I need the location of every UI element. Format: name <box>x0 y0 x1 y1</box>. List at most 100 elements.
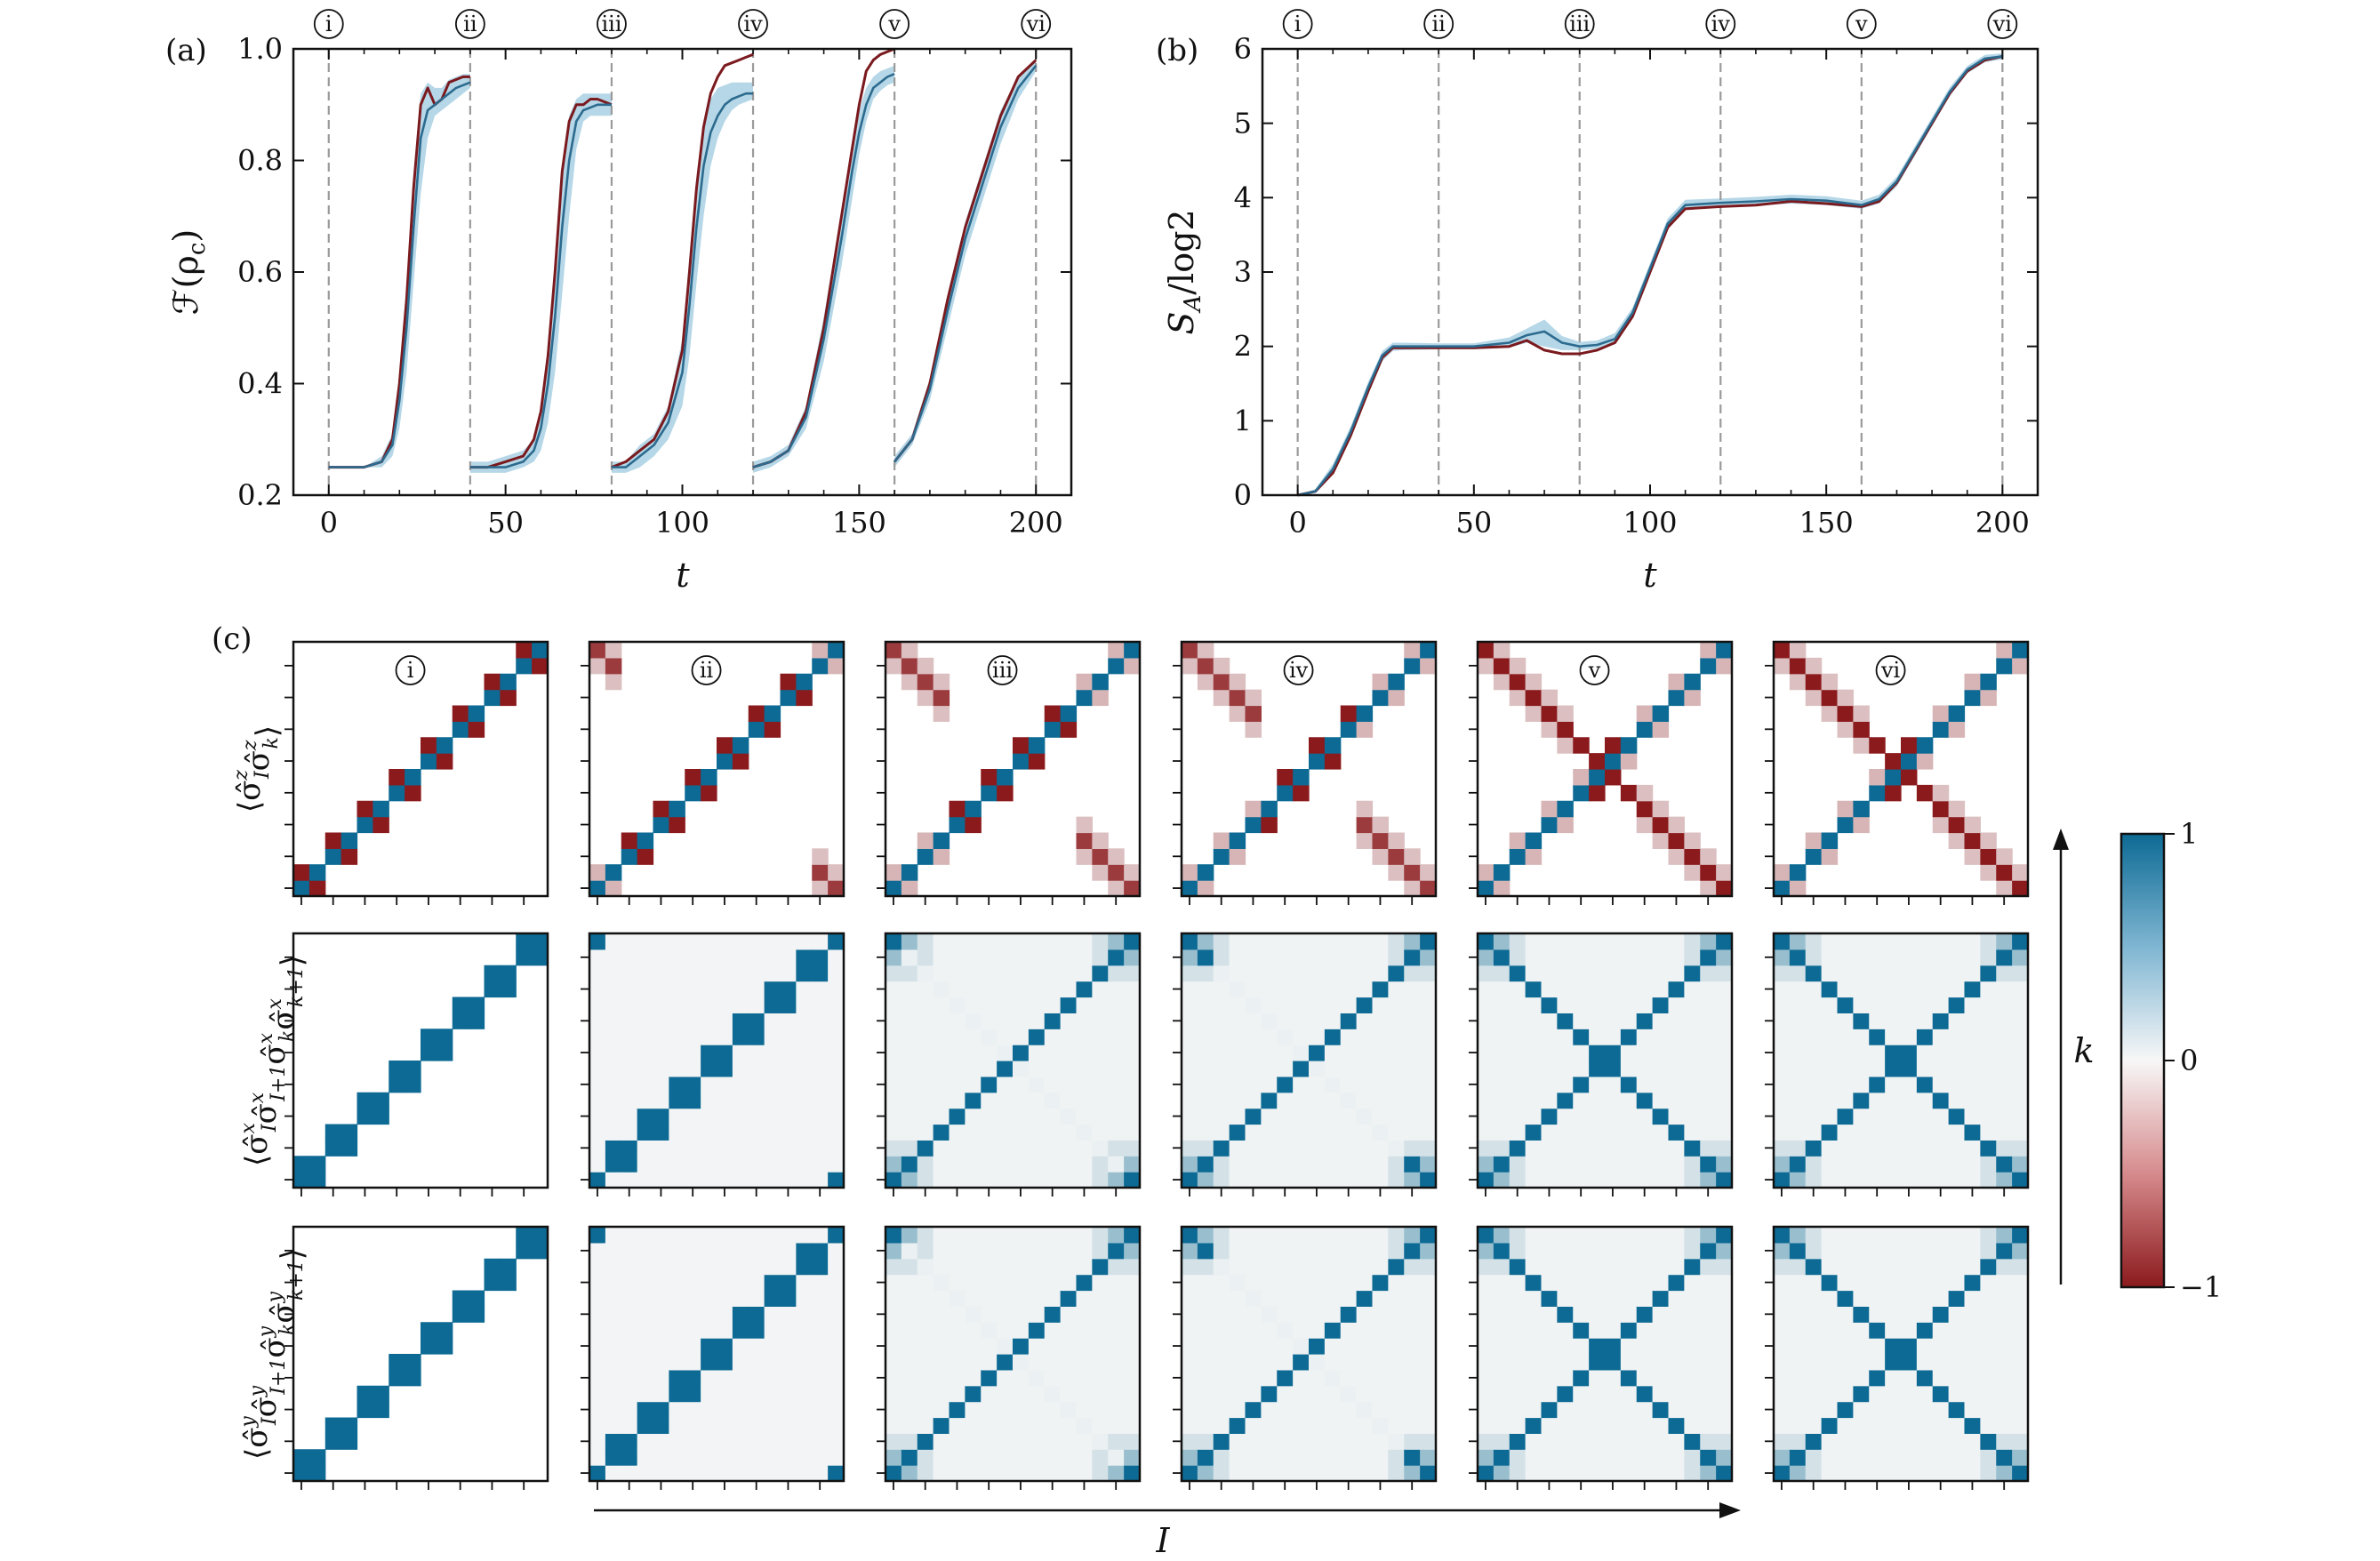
heatmap-cell <box>1964 1465 1981 1482</box>
heatmap-cell <box>341 1140 358 1157</box>
heatmap-cell <box>1589 753 1606 770</box>
heatmap-cell <box>1044 933 1062 950</box>
heatmap-cell <box>1605 1140 1622 1157</box>
heatmap-cell <box>748 1029 765 1045</box>
heatmap-cell <box>1774 1242 1791 1260</box>
heatmap-cell <box>589 1306 606 1323</box>
heatmap-cell <box>1620 1156 1638 1173</box>
heatmap-cell <box>997 1401 1014 1419</box>
heatmap-cell <box>812 949 829 966</box>
heatmap-cell <box>1309 1076 1326 1093</box>
heatmap-cell <box>1700 1274 1717 1292</box>
heatmap-cell <box>933 1290 950 1307</box>
heatmap-cell <box>1013 1417 1030 1434</box>
heatmap-cell <box>1620 949 1638 966</box>
heatmap-cell <box>1557 1306 1574 1323</box>
heatmap-cell <box>1837 816 1854 834</box>
heatmap-cell <box>484 673 501 691</box>
heatmap-cell <box>1932 1045 1950 1061</box>
heatmap-cell <box>1837 997 1854 1013</box>
heatmap-cell <box>2012 1258 2029 1276</box>
heatmap-cell <box>1901 1338 1918 1355</box>
heatmap-cell <box>1774 1258 1791 1276</box>
heatmap-cell <box>885 1061 902 1077</box>
heatmap-cell <box>1821 1449 1839 1466</box>
heatmap-cell <box>828 1433 845 1450</box>
heatmap-cell <box>1652 1385 1670 1403</box>
heatmap-cell <box>1605 753 1622 770</box>
heatmap-cell <box>732 1449 749 1466</box>
heatmap-cell <box>701 1306 717 1323</box>
heatmap-cell <box>1229 1227 1246 1244</box>
heatmap-cell <box>1108 1242 1125 1260</box>
heatmap-cell <box>1980 1242 1997 1260</box>
heatmap-cell <box>748 1401 765 1419</box>
heatmap-cell <box>1789 981 1807 998</box>
heatmap-cell <box>812 1156 829 1173</box>
heatmap-cell <box>1013 997 1030 1013</box>
heatmap-cell <box>701 1140 717 1157</box>
panel-a-ytick-label-0.6: 0.6 <box>237 255 283 289</box>
heatmap-cell <box>1478 880 1495 897</box>
heatmap-cell <box>1092 1369 1109 1387</box>
heatmap-cell <box>1372 816 1389 834</box>
heatmap-cell <box>1821 1338 1839 1355</box>
heatmap-cell <box>933 1029 950 1045</box>
heatmap-cell <box>637 1045 654 1061</box>
heatmap-cell <box>1774 880 1791 897</box>
heatmap-cell <box>1108 1338 1125 1355</box>
heatmap-cell <box>1493 880 1511 897</box>
heatmap-cell <box>1964 1354 1981 1371</box>
heatmap-cell <box>1837 1140 1854 1157</box>
heatmap-cell <box>669 1369 685 1387</box>
heatmap-cell <box>1420 864 1437 881</box>
heatmap-cell <box>1916 1417 1934 1434</box>
heatmap-cell <box>1885 981 1902 998</box>
heatmap-cell <box>1805 1061 1823 1077</box>
heatmap-cell <box>1652 1258 1670 1276</box>
heatmap-cell <box>1716 1417 1733 1434</box>
heatmap-cell <box>1805 1274 1823 1292</box>
heatmap-cell <box>812 997 829 1013</box>
heatmap-cell <box>1996 1290 2013 1307</box>
heatmap-cell <box>1493 965 1511 982</box>
heatmap-cell <box>1372 1076 1389 1093</box>
heatmap-cell <box>796 1140 813 1157</box>
heatmap-cell <box>717 1061 733 1077</box>
heatmap-cell <box>1636 721 1654 738</box>
heatmap-cell <box>309 1156 326 1173</box>
heatmap-cell <box>796 981 813 998</box>
heatmap-cell <box>1108 657 1125 675</box>
heatmap-cell <box>1932 705 1950 722</box>
heatmap-cell <box>1964 1013 1981 1029</box>
heatmap-cell <box>1293 1092 1310 1109</box>
heatmap-cell <box>653 1322 669 1339</box>
heatmap-cell <box>997 1369 1014 1387</box>
heatmap-cell <box>1277 933 1294 950</box>
heatmap-cell <box>1197 981 1214 998</box>
heatmap-cell <box>764 1092 781 1109</box>
heatmap-cell <box>2012 1108 2029 1125</box>
heatmap-cell <box>1774 1124 1791 1141</box>
heatmap-cell <box>1108 1013 1125 1029</box>
heatmap-cell <box>468 1013 485 1029</box>
heatmap-cell <box>1853 1322 1870 1339</box>
heatmap-cell <box>1541 1076 1558 1093</box>
heatmap-cell <box>1869 1108 1886 1125</box>
heatmap-cell <box>1605 1156 1622 1173</box>
heatmap-cell <box>1980 1322 1997 1339</box>
heatmap-cell <box>653 1290 669 1307</box>
heatmap-cell <box>1684 949 1701 966</box>
heatmap-cell <box>933 949 950 966</box>
heatmap-roman-circle <box>1283 655 1314 685</box>
heatmap-cell <box>1916 1045 1934 1061</box>
heatmap-cell <box>1309 1156 1326 1173</box>
heatmap-cell <box>605 1108 622 1125</box>
heatmap-cell <box>1324 997 1342 1013</box>
heatmap-frame <box>1476 1225 1734 1483</box>
heatmap-cell <box>1388 1258 1405 1276</box>
heatmap-cell <box>701 1274 717 1292</box>
panel-b-ytick-label-4: 4 <box>1234 180 1252 214</box>
heatmap-cell <box>1340 1417 1358 1434</box>
heatmap-cell <box>1774 1172 1791 1189</box>
